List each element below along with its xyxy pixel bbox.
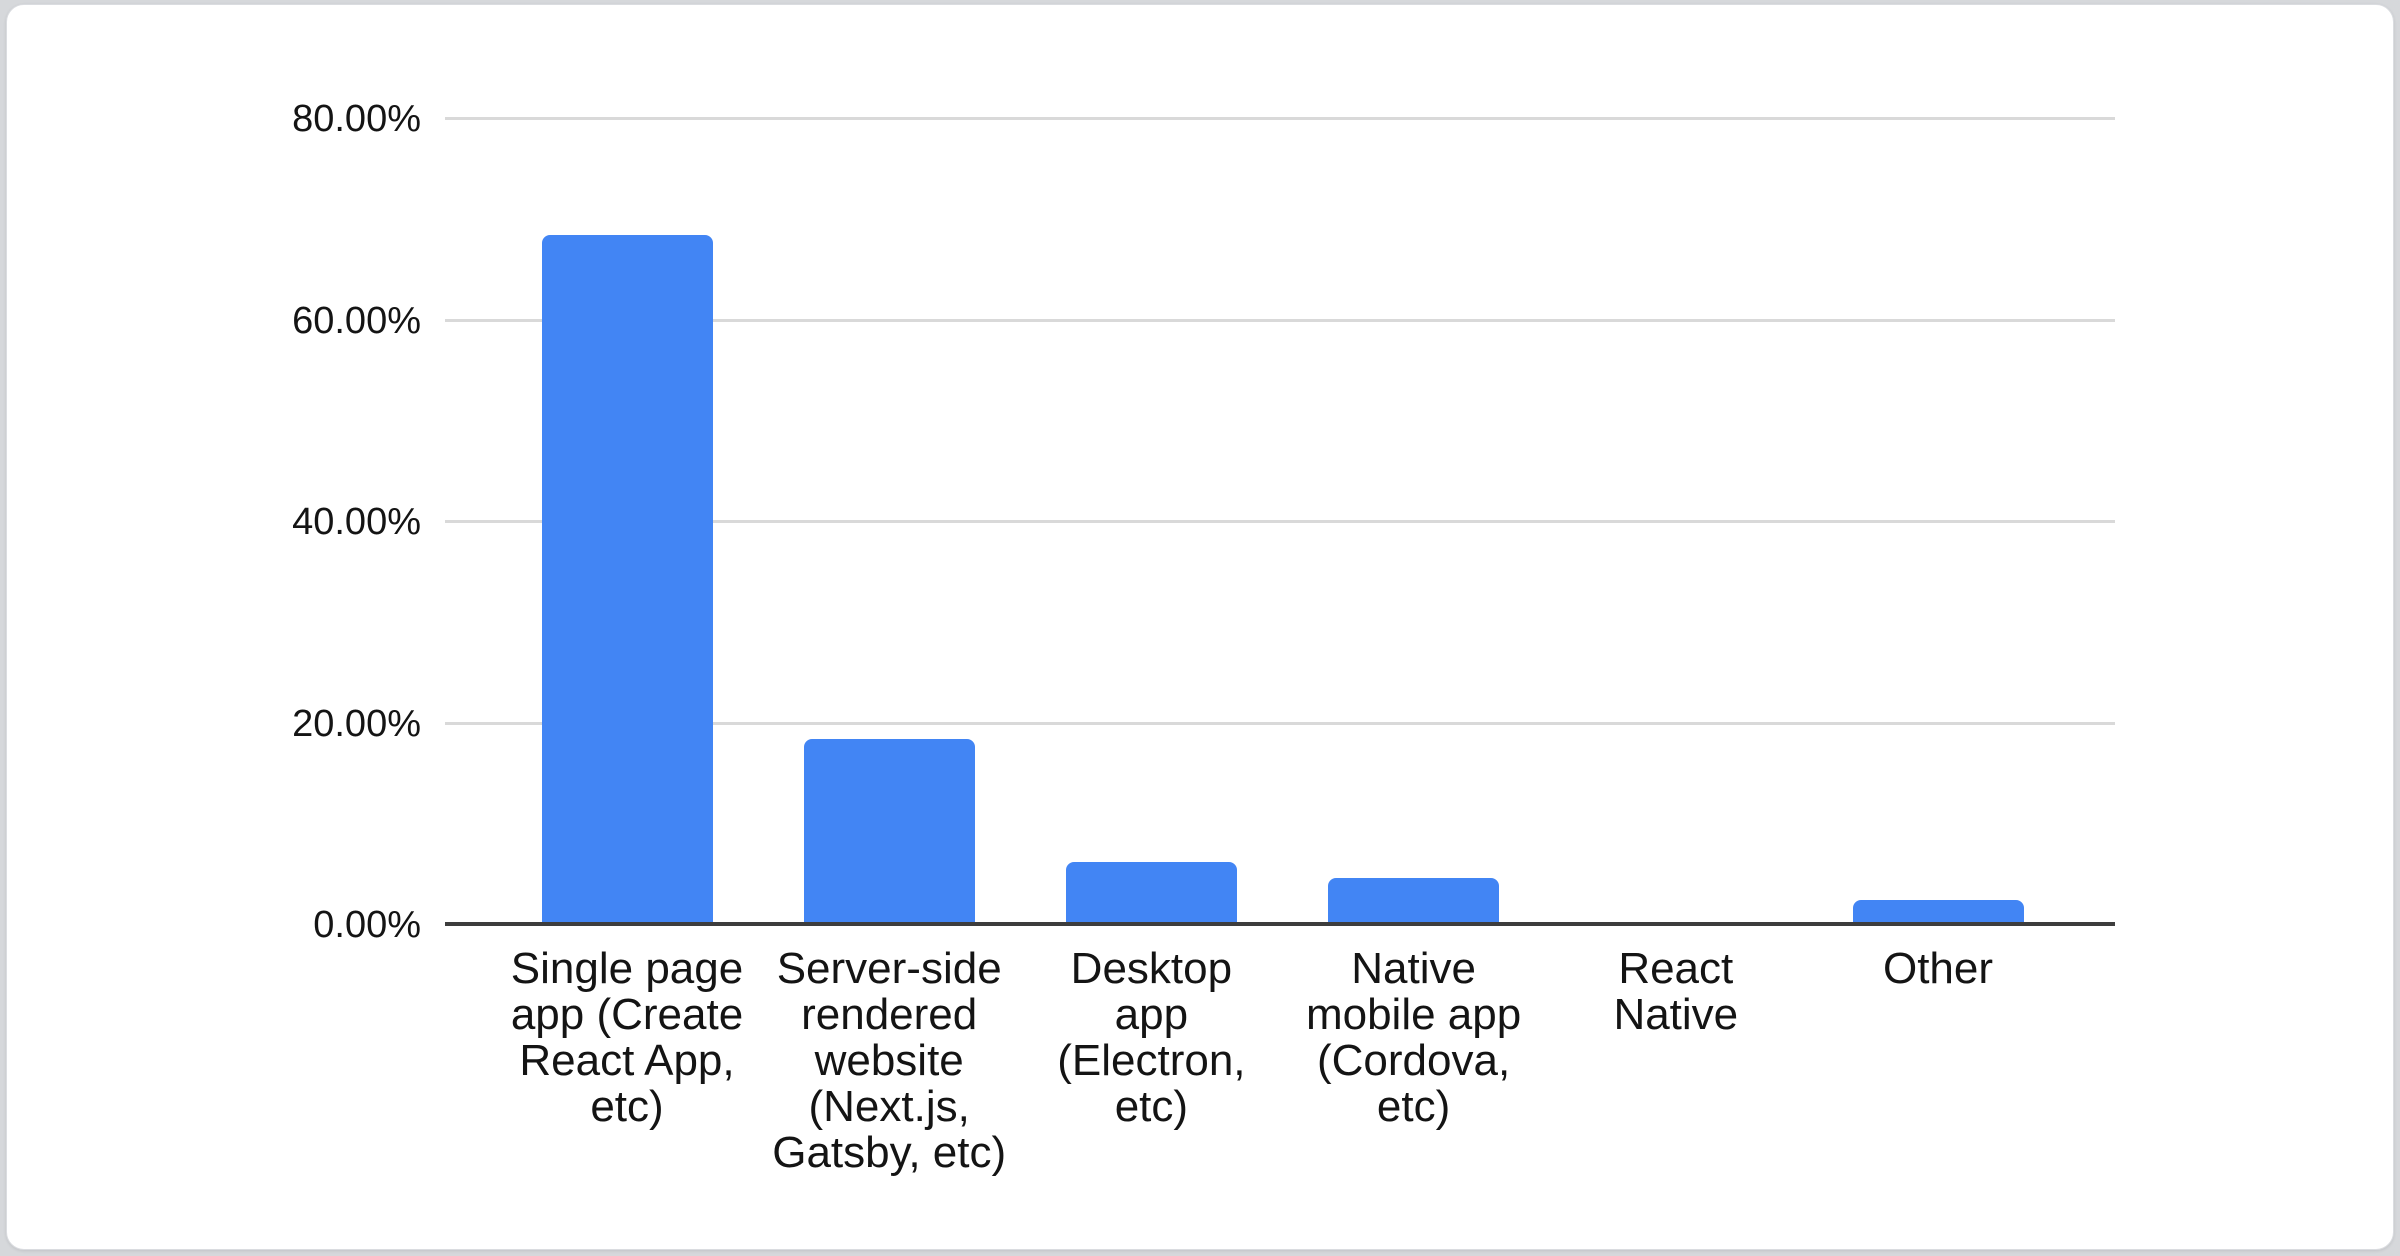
gridline-80 — [445, 117, 2115, 120]
gridline-60 — [445, 318, 2115, 322]
bar-0[interactable] — [541, 234, 713, 924]
x-axis-labels: Single page app (Create React App, etc) S… — [445, 946, 2115, 1246]
bar-1[interactable] — [803, 738, 975, 924]
y-tick-label-60: 60.00% — [292, 299, 421, 342]
x-axis-line — [445, 922, 2115, 926]
x-category-label-0: Single page app (Create React App, etc) — [510, 944, 744, 1131]
y-tick-label-40: 40.00% — [292, 501, 421, 543]
bar-5[interactable] — [1852, 899, 2024, 924]
y-tick-label-0: 0.00% — [313, 904, 421, 946]
y-tick-label-80: 80.00% — [292, 98, 421, 140]
gridline-40 — [445, 520, 2115, 523]
bar-3[interactable] — [1328, 877, 1500, 924]
bar-2[interactable] — [1065, 861, 1237, 924]
x-category-label-4: React Native — [1613, 944, 1739, 1039]
x-category-label-2: Desktop app (Electron, etc) — [1057, 944, 1246, 1131]
plot-area — [445, 118, 2115, 924]
x-category-label-5: Other — [1882, 944, 1994, 993]
bar-chart: 0.00% 20.00% 40.00% 60.00% 80.00% Single pag… — [7, 5, 2393, 1249]
y-tick-label-20: 20.00% — [292, 702, 421, 745]
chart-card: 0.00% 20.00% 40.00% 60.00% 80.00% Single pag… — [6, 4, 2394, 1250]
x-category-label-3: Native mobile app (Cordova, etc) — [1305, 944, 1522, 1131]
gridline-20 — [445, 721, 2115, 725]
x-category-label-1: Server-side rendered website (Next.js, G… — [772, 944, 1007, 1177]
